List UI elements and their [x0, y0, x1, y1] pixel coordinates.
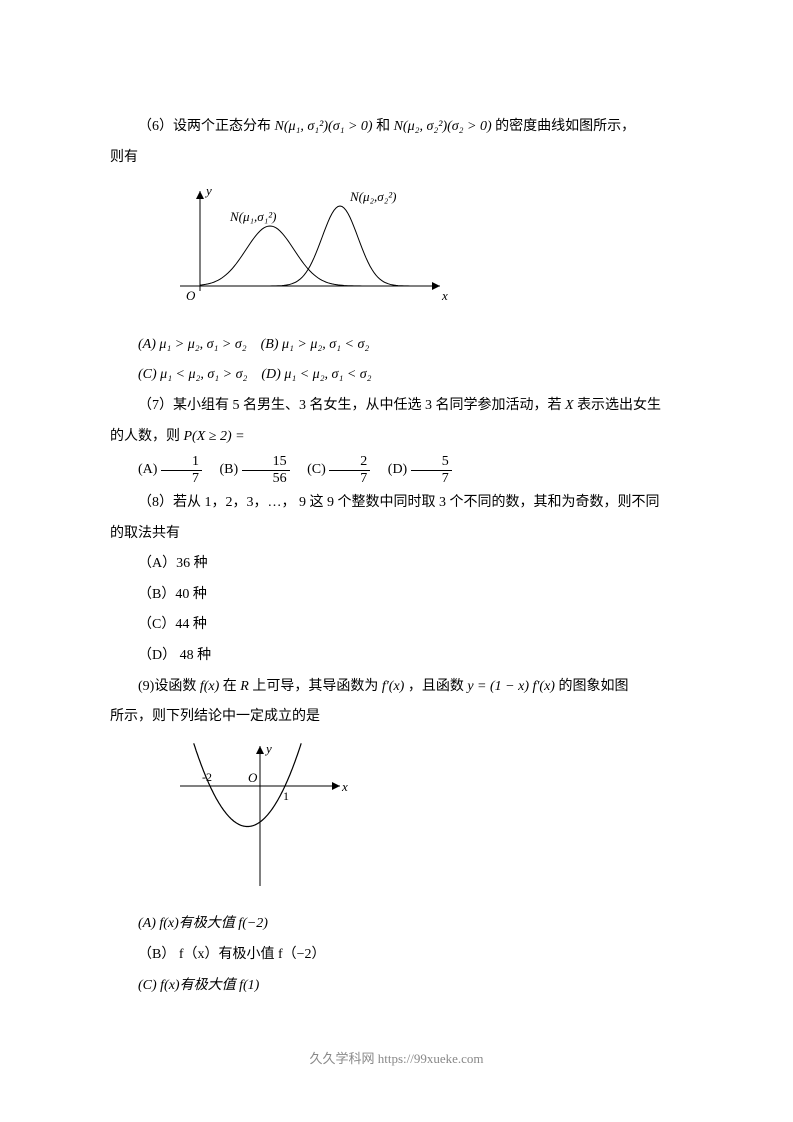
q6-opt-c: (C) μ₁ < μ₂, σ₁ > σ₂ — [138, 367, 247, 382]
q7-optB-frac: 1556 — [242, 454, 290, 486]
q7-optD-frac: 57 — [411, 454, 452, 486]
q6-opts-line2: (C) μ₁ < μ₂, σ₁ > σ₂ (D) μ₁ < μ₂, σ₁ < σ… — [110, 362, 683, 389]
q6-opt-d: (D) μ₁ < μ₂, σ₁ < σ₂ — [261, 367, 371, 382]
q8-text2: 的取法共有 — [110, 521, 683, 548]
q7-optC-frac: 27 — [329, 454, 370, 486]
q6-math2: N(μ₂, σ₂²)(σ₂ > 0) — [394, 119, 492, 134]
q6-chart: x y O N(μ₁,σ₁²) N(μ₂,σ₂²) — [170, 181, 450, 311]
q8-optA: （A）36 种 — [110, 551, 683, 578]
q9-eq: y = (1 − x) f′(x) — [467, 679, 555, 694]
q8-optC: （C）44 种 — [110, 612, 683, 639]
q9-optB: （B） f（x）有极小值 f（−2） — [110, 942, 683, 969]
q6-text2: 则有 — [110, 145, 683, 172]
q7-optA-frac: 17 — [161, 454, 202, 486]
q9-figure: xyO-21 — [170, 741, 683, 902]
q6-opt-a: (A) μ₁ > μ₂, σ₁ > σ₂ — [138, 337, 247, 352]
q6-part-a: （6）设两个正态分布 — [138, 119, 275, 134]
q7-x: X — [565, 398, 574, 413]
q8-text: （8）若从 1，2，3，…， 9 这 9 个整数中同时取 3 个不同的数，其和为… — [110, 490, 683, 517]
svg-text:O: O — [248, 770, 258, 785]
svg-text:y: y — [204, 183, 212, 198]
q7-b: 表示选出女生 — [574, 398, 662, 413]
q9-e: 的图象如图 — [555, 679, 629, 694]
q9-chart: xyO-21 — [170, 741, 350, 891]
q6-text: （6）设两个正态分布 N(μ₁, σ₁²)(σ₁ > 0) 和 N(μ₂, σ₂… — [110, 114, 683, 141]
q7-c: 的人数，则 — [110, 429, 184, 444]
footer-text: 久久学科网 https://99xueke.com — [0, 1048, 793, 1067]
q6-figure: x y O N(μ₁,σ₁²) N(μ₂,σ₂²) — [170, 181, 683, 322]
q6-opts-line1: (A) μ₁ > μ₂, σ₁ > σ₂ (B) μ₁ > μ₂, σ₁ < σ… — [110, 332, 683, 359]
q6-opt-b: (B) μ₁ > μ₂, σ₁ < σ₂ — [261, 337, 370, 352]
svg-text:O: O — [186, 288, 196, 303]
q9-d: ，且函数 — [404, 679, 467, 694]
q9-optC: (C) f(x)有极大值 f(1) — [110, 973, 683, 1000]
svg-text:x: x — [341, 779, 348, 794]
q7-optC-label: (C) — [307, 462, 329, 477]
q9-text: (9)设函数 f(x) 在 R 上可导，其导函数为 f′(x) ，且函数 y =… — [110, 674, 683, 701]
q7-optA-label: (A) — [138, 462, 161, 477]
svg-text:y: y — [264, 741, 272, 756]
svg-text:N(μ₁,σ₁²): N(μ₁,σ₁²) — [229, 209, 276, 224]
q9-a: (9)设函数 — [138, 679, 200, 694]
q7-text: （7）某小组有 5 名男生、3 名女生，从中任选 3 名同学参加活动，若 X 表… — [110, 393, 683, 420]
q7-text2: 的人数，则 P(X ≥ 2) = — [110, 424, 683, 451]
q8-optB: （B）40 种 — [110, 582, 683, 609]
q9-fprime: f′(x) — [382, 679, 405, 694]
q9-text2: 所示，则下列结论中一定成立的是 — [110, 704, 683, 731]
q6-math1: N(μ₁, σ₁²)(σ₁ > 0) — [275, 119, 373, 134]
svg-text:x: x — [441, 288, 448, 303]
q7-p: P(X ≥ 2) = — [184, 429, 245, 444]
q9-c: 上可导，其导函数为 — [249, 679, 382, 694]
q9-fx: f(x) — [200, 679, 219, 694]
svg-text:N(μ₂,σ₂²): N(μ₂,σ₂²) — [349, 189, 396, 204]
q9-optA: (A) f(x)有极大值 f(−2) — [110, 911, 683, 938]
q7-a: （7）某小组有 5 名男生、3 名女生，从中任选 3 名同学参加活动，若 — [138, 398, 565, 413]
svg-text:1: 1 — [283, 789, 289, 803]
q7-optD-label: (D) — [388, 462, 411, 477]
q9-b: 在 — [219, 679, 240, 694]
q8-optD: （D） 48 种 — [110, 643, 683, 670]
q6-part-c: 的密度曲线如图所示， — [492, 119, 636, 134]
q9-R: R — [240, 679, 249, 694]
q7-opts: (A) 17 (B) 1556 (C) 27 (D) 57 — [110, 454, 683, 486]
q6-part-b: 和 — [373, 119, 394, 134]
q7-optB-label: (B) — [219, 462, 241, 477]
